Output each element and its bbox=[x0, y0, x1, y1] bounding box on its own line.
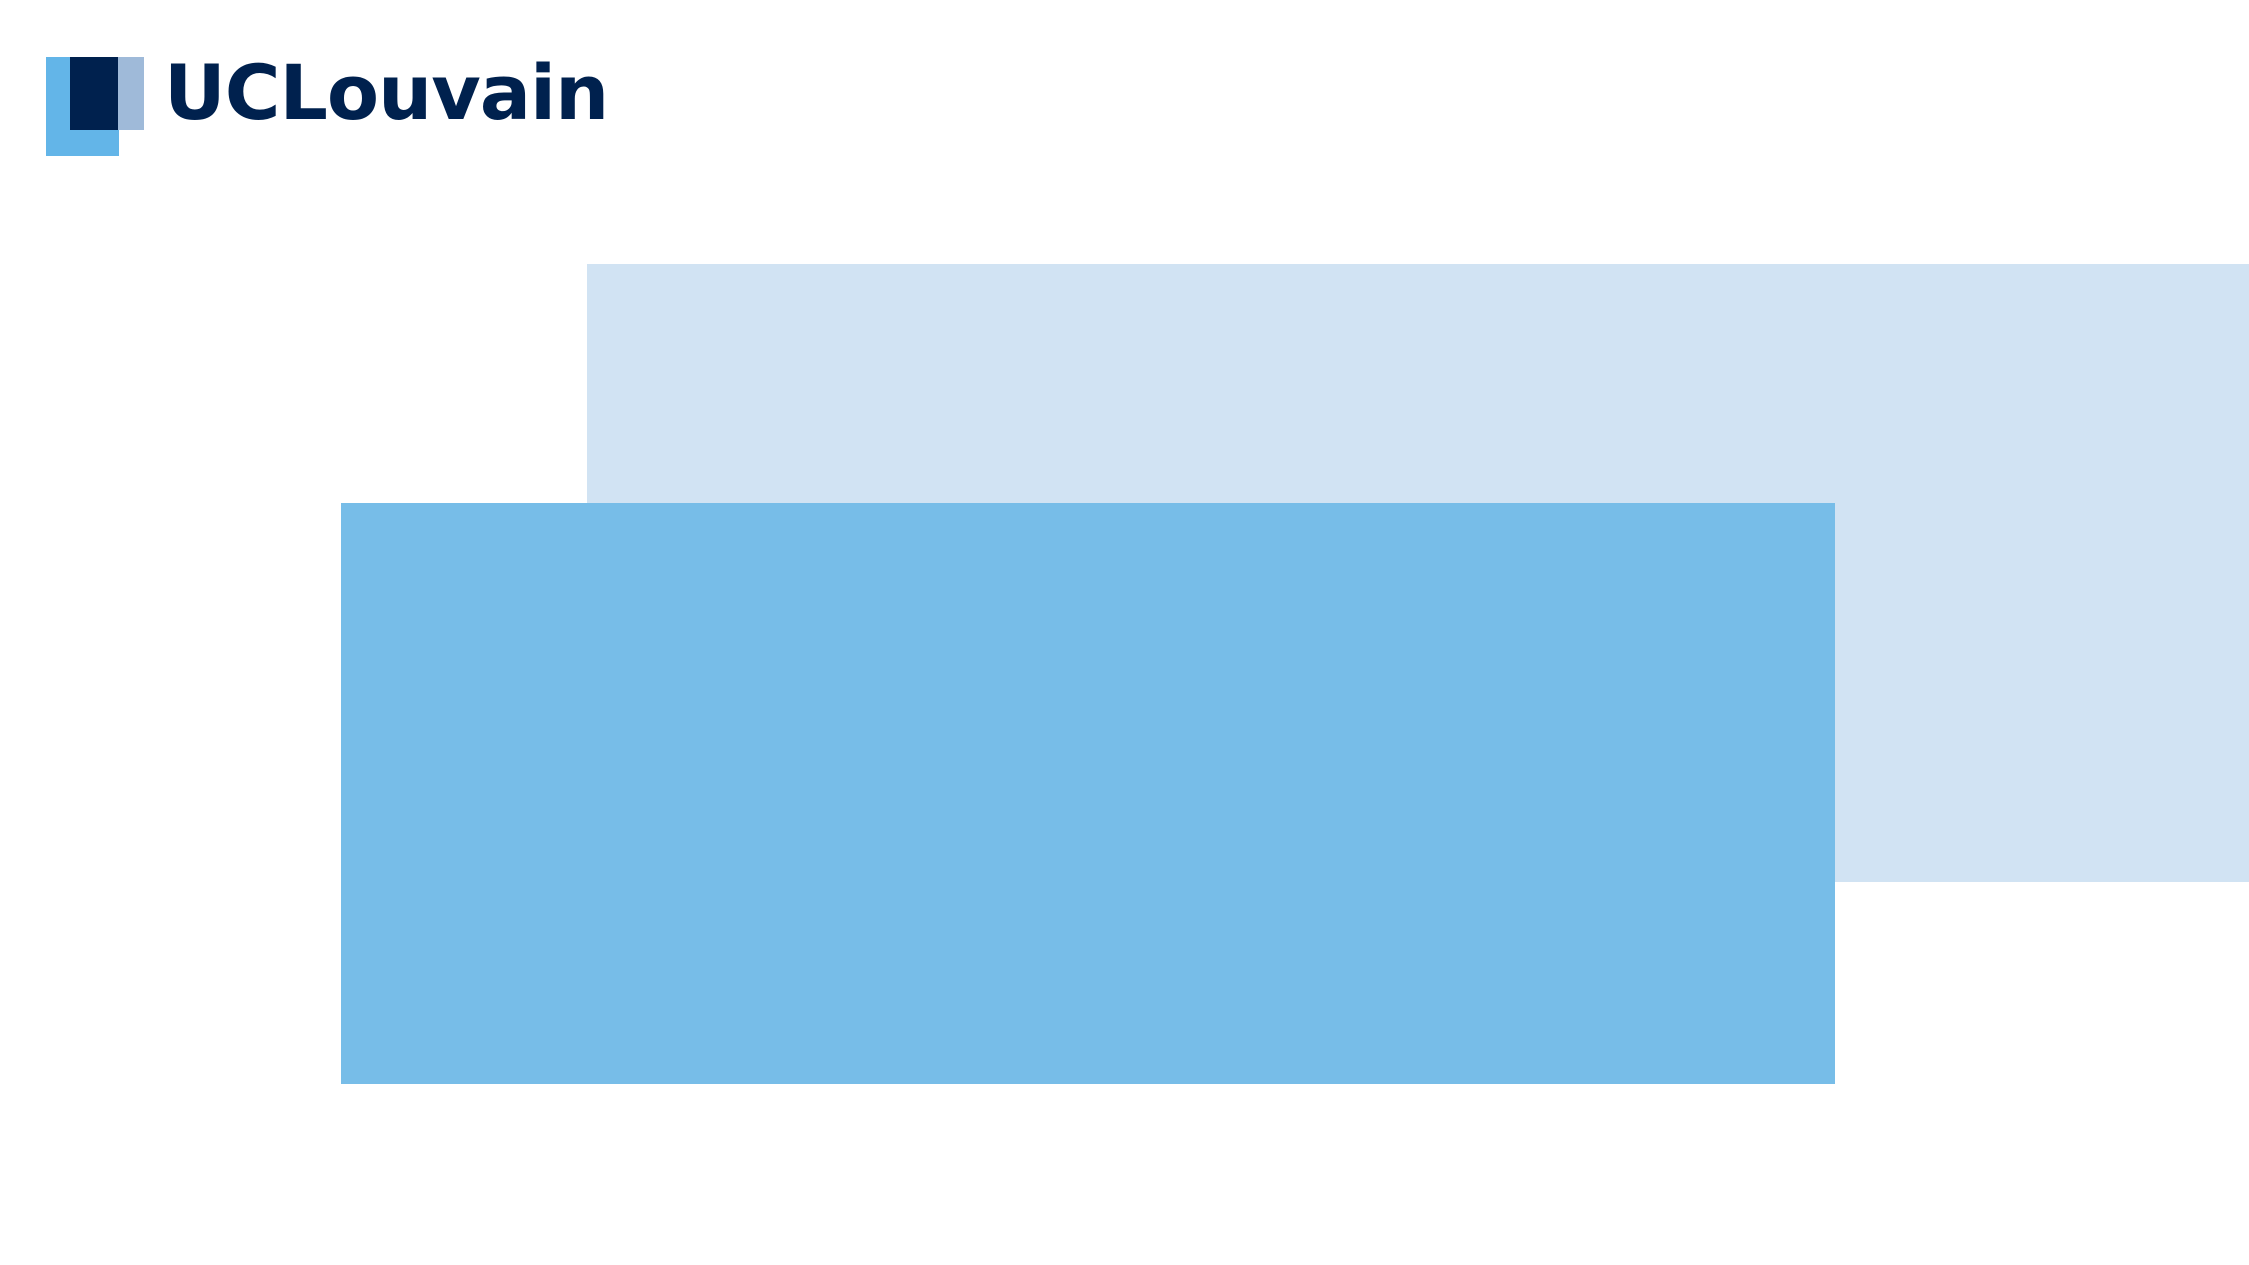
content-panel-blue bbox=[341, 503, 1835, 1084]
logo-dark-square bbox=[70, 57, 118, 130]
logo-pale-square bbox=[118, 57, 144, 130]
uclouvain-logo: UCLouvain bbox=[46, 48, 609, 156]
logo-wordmark: UCLouvain bbox=[164, 48, 609, 137]
uclouvain-squares-icon bbox=[46, 55, 144, 156]
